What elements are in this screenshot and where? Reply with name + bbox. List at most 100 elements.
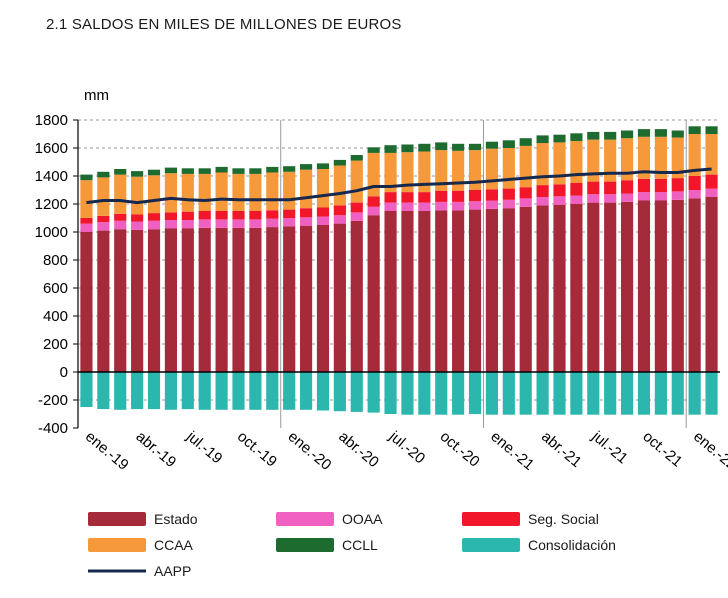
bar-ccll-4 (147, 169, 161, 176)
bar-ccaa-0 (80, 180, 93, 218)
bar-seg-social-20 (418, 192, 431, 203)
bar-consolidaci-n-7 (198, 372, 211, 410)
x-tick-label-1: abr.-19 (133, 428, 180, 471)
bar-ooaa-33 (637, 192, 651, 201)
bar-ooaa-25 (502, 199, 515, 209)
bar-ooaa-10 (249, 219, 262, 228)
x-tick-label-5: abr.-20 (335, 428, 382, 471)
bar-consolidaci-n-6 (181, 372, 194, 410)
bar-estado-16 (350, 220, 363, 372)
bar-seg-social-26 (519, 187, 532, 199)
x-tick-label-4: ene.-20 (285, 428, 335, 474)
bar-estado-33 (637, 200, 651, 372)
bar-ccll-5 (164, 167, 178, 174)
bar-consolidaci-n-14 (316, 372, 330, 411)
bar-ooaa-0 (80, 223, 93, 232)
bar-ccll-25 (502, 140, 515, 148)
bar-consolidaci-n-8 (215, 372, 228, 410)
bar-estado-13 (299, 225, 313, 372)
bar-ccaa-10 (249, 173, 262, 211)
bar-ooaa-31 (604, 194, 617, 203)
bar-consolidaci-n-25 (502, 372, 515, 415)
bar-seg-social-34 (654, 178, 667, 193)
bar-seg-social-10 (249, 211, 262, 220)
bar-ccll-13 (299, 164, 313, 170)
bar-consolidaci-n-34 (654, 372, 667, 415)
bar-consolidaci-n-28 (553, 372, 566, 415)
bar-seg-social-12 (283, 209, 296, 218)
bar-ccll-33 (637, 129, 651, 137)
bar-seg-social-14 (316, 207, 330, 217)
bar-ccaa-22 (452, 150, 465, 191)
bar-ccaa-16 (350, 160, 363, 203)
bar-ccaa-37 (705, 134, 718, 175)
bar-estado-30 (587, 202, 600, 372)
bar-estado-25 (502, 208, 515, 372)
bar-estado-12 (283, 226, 296, 372)
aapp-line (86, 167, 712, 205)
bar-ccaa-12 (283, 171, 296, 210)
bar-ccaa-8 (215, 172, 228, 211)
bar-consolidaci-n-27 (536, 372, 549, 415)
bar-ccll-3 (131, 171, 144, 177)
legend-label-estado: Estado (154, 511, 198, 527)
bar-ooaa-23 (468, 201, 482, 210)
legend-label-ccll: CCLL (342, 537, 378, 553)
bar-estado-2 (114, 229, 127, 372)
bar-ccaa-28 (553, 142, 566, 185)
bar-consolidaci-n-26 (519, 372, 532, 415)
bar-ccaa-33 (637, 136, 651, 179)
y-tick-label-11: -400 (38, 420, 68, 437)
y-tick-label-9: 0 (60, 364, 68, 381)
bar-seg-social-25 (502, 188, 515, 200)
bar-ooaa-2 (114, 220, 127, 230)
bar-estado-8 (215, 227, 228, 372)
bar-consolidaci-n-30 (587, 372, 600, 415)
bar-ooaa-29 (570, 195, 583, 204)
x-tick-label-0: ene.-19 (82, 428, 132, 474)
bar-seg-social-9 (232, 211, 245, 220)
bar-ccll-11 (266, 166, 279, 173)
bar-seg-social-7 (198, 211, 211, 220)
bar-consolidaci-n-5 (164, 372, 178, 410)
bar-seg-social-17 (367, 196, 380, 207)
bar-ooaa-27 (536, 197, 549, 206)
bar-estado-15 (333, 223, 346, 372)
bar-estado-4 (147, 229, 161, 372)
legend-label-aapp: AAPP (154, 563, 191, 579)
bar-estado-5 (164, 228, 178, 372)
bar-ccaa-15 (333, 165, 346, 206)
bar-ccaa-35 (671, 137, 684, 179)
bar-ccaa-34 (654, 136, 667, 179)
bar-ooaa-11 (266, 218, 279, 228)
bar-seg-social-36 (688, 176, 701, 190)
bar-estado-22 (452, 210, 465, 372)
bar-consolidaci-n-19 (401, 372, 414, 415)
bar-ccaa-14 (316, 169, 330, 208)
bar-seg-social-1 (97, 215, 110, 223)
bar-ccll-19 (401, 144, 414, 153)
bar-ooaa-15 (333, 215, 346, 224)
bar-estado-28 (553, 204, 566, 372)
x-tick-label-6: jul.-20 (385, 427, 428, 467)
bar-ccaa-31 (604, 139, 617, 182)
bar-estado-10 (249, 227, 262, 372)
bar-ooaa-14 (316, 216, 330, 225)
bar-ccaa-32 (620, 138, 634, 181)
bar-consolidaci-n-18 (384, 372, 397, 414)
bar-ccaa-7 (198, 173, 211, 211)
bar-estado-17 (367, 215, 380, 372)
bar-estado-26 (519, 206, 532, 372)
bar-ooaa-26 (519, 198, 532, 207)
bar-ooaa-4 (147, 220, 161, 230)
bar-ccll-24 (485, 141, 499, 149)
bar-ccll-9 (232, 168, 245, 174)
y-tick-label-8: 200 (43, 336, 68, 353)
x-tick-label-7: oct.-20 (437, 428, 483, 471)
bar-consolidaci-n-3 (131, 372, 144, 410)
bar-ooaa-28 (553, 196, 566, 205)
bar-ccll-31 (604, 131, 617, 140)
bar-ccaa-5 (164, 173, 178, 213)
bar-ccll-16 (350, 155, 363, 161)
